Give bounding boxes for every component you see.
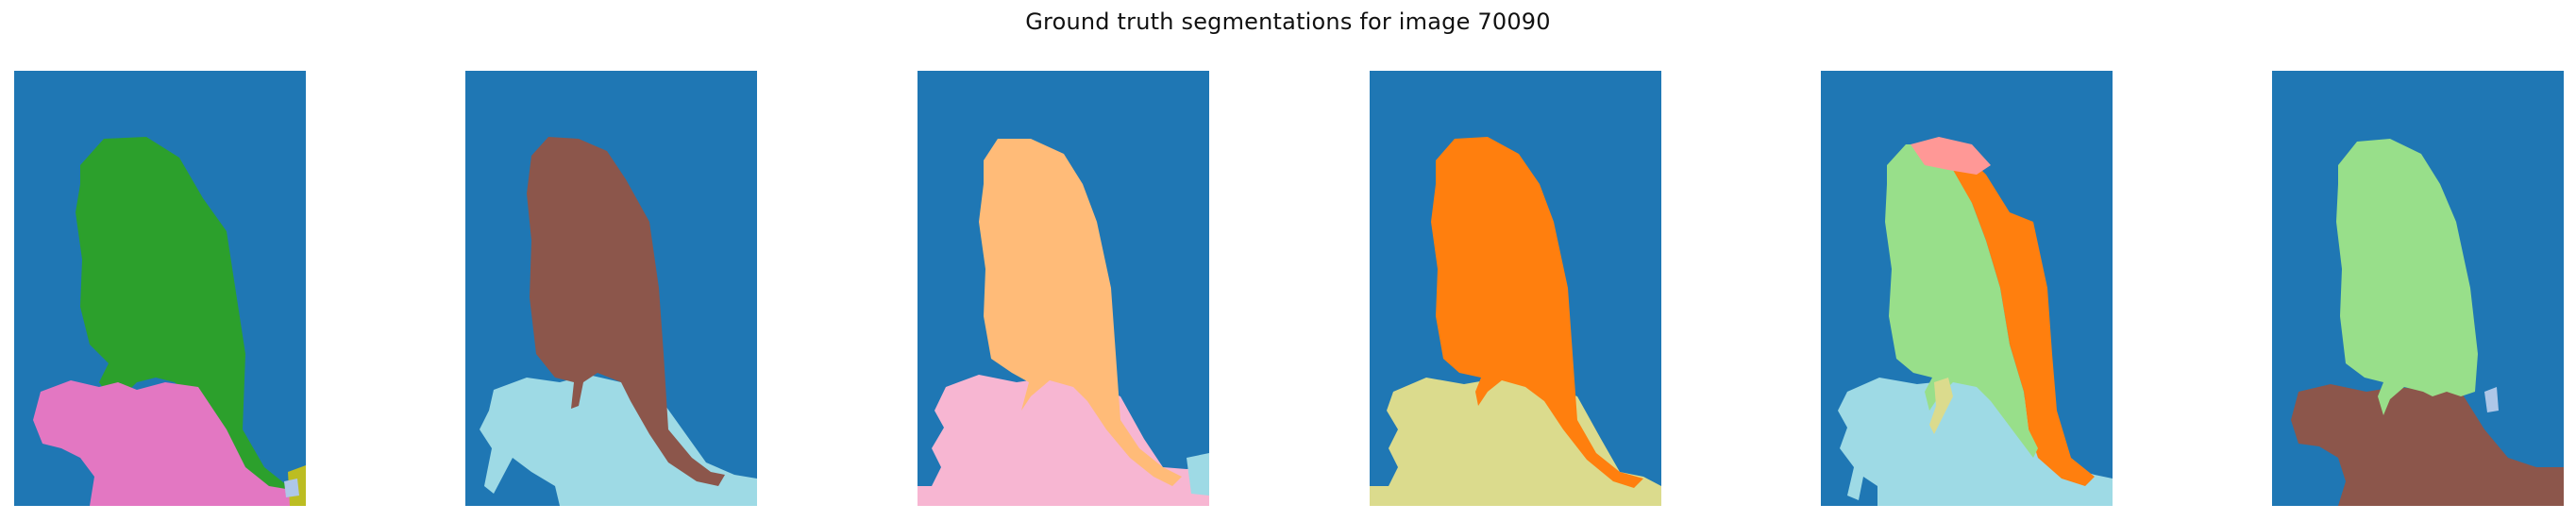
figure-title: Ground truth segmentations for image 700… bbox=[1025, 8, 1551, 35]
seg-4-bird bbox=[1431, 137, 1643, 488]
seg-2-bird bbox=[527, 137, 725, 486]
seg-1-bird bbox=[76, 137, 288, 506]
seg-1-small bbox=[284, 479, 299, 497]
seg-6-small bbox=[2484, 387, 2499, 412]
seg-4-perch bbox=[1370, 378, 1661, 506]
segmentation-4-image bbox=[1370, 71, 1661, 506]
seg-1-perch bbox=[33, 380, 306, 506]
seg-5-legs bbox=[1929, 378, 1953, 434]
seg-3-perch bbox=[918, 375, 1209, 506]
segmentation-3-image bbox=[918, 71, 1209, 506]
segmentation-panel-6 bbox=[2272, 71, 2564, 506]
seg-5-perch bbox=[1838, 378, 2113, 506]
seg-3-bird bbox=[979, 139, 1182, 486]
seg-5-head bbox=[1911, 137, 1991, 175]
segmentation-2-image bbox=[465, 71, 757, 506]
seg-6-perch bbox=[2291, 384, 2564, 506]
segmentation-panel-1 bbox=[14, 71, 306, 506]
segmentation-1-image bbox=[14, 71, 306, 506]
segmentation-panel-5 bbox=[1821, 71, 2113, 506]
seg-5-bird-back bbox=[1934, 146, 2095, 486]
segmentation-panel-3 bbox=[918, 71, 1209, 506]
segmentation-panel-2 bbox=[465, 71, 757, 506]
seg-3-small bbox=[1187, 453, 1209, 496]
segmentation-6-image bbox=[2272, 71, 2564, 506]
segmentation-5-image bbox=[1821, 71, 2113, 506]
seg-5-bird-front bbox=[1885, 144, 2038, 458]
segmentation-panel-4 bbox=[1370, 71, 1661, 506]
seg-6-bird bbox=[2336, 139, 2478, 415]
